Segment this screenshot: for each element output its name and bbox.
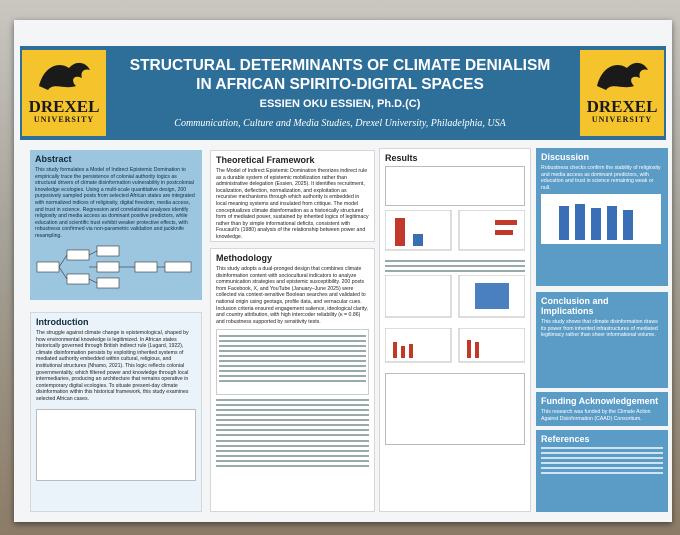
logo-left: DREXEL UNIVERSITY bbox=[22, 50, 106, 136]
section-text: This study formulates a Model of Indirec… bbox=[35, 167, 195, 239]
results-charts bbox=[384, 209, 526, 251]
country-table bbox=[216, 329, 369, 396]
abstract-panel: Abstract This study formulates a Model o… bbox=[30, 150, 202, 300]
map-figure bbox=[36, 408, 196, 481]
section-heading: Conclusion and Implications bbox=[541, 296, 609, 316]
model-diagram bbox=[36, 245, 192, 288]
regression-table bbox=[385, 373, 525, 445]
section-heading: References bbox=[541, 434, 590, 444]
discussion-chart bbox=[541, 194, 661, 245]
logo-right: DREXEL UNIVERSITY bbox=[580, 50, 664, 136]
logo-sub: UNIVERSITY bbox=[33, 115, 95, 124]
theory-panel: Theoretical Framework The Model of Indir… bbox=[210, 150, 375, 242]
cds-interpretation bbox=[216, 440, 369, 468]
section-heading: Discussion bbox=[541, 152, 590, 162]
section-text: The struggle against climate change is e… bbox=[36, 330, 189, 402]
logo-name: DREXEL bbox=[586, 97, 658, 116]
references-panel: References bbox=[536, 430, 668, 512]
section-heading: Theoretical Framework bbox=[216, 155, 315, 165]
scatter-figures bbox=[384, 274, 526, 318]
affiliation: Communication, Culture and Media Studies… bbox=[174, 118, 506, 129]
cds-description bbox=[216, 399, 369, 437]
methodology-panel: Methodology This study adopts a dual-pro… bbox=[210, 248, 375, 512]
results-panel: Results bbox=[379, 148, 531, 512]
section-heading: Methodology bbox=[216, 253, 272, 263]
bar-figures bbox=[384, 327, 526, 363]
logo-sub: UNIVERSITY bbox=[591, 115, 653, 124]
section-text: This study adopts a dual-pronged design … bbox=[216, 266, 368, 325]
author: ESSIEN OKU ESSIEN, Ph.D.(C) bbox=[259, 98, 421, 110]
results-tables bbox=[385, 166, 525, 206]
section-heading: Introduction bbox=[36, 317, 89, 327]
discussion-panel: Discussion Robustness checks confirm the… bbox=[536, 148, 668, 286]
section-heading: Abstract bbox=[35, 154, 72, 164]
section-text: This research was funded by the Climate … bbox=[541, 409, 651, 422]
introduction-panel: Introduction The struggle against climat… bbox=[30, 312, 202, 512]
section-heading: Funding Acknowledgement bbox=[541, 396, 659, 406]
poster-title: STRUCTURAL DETERMINANTS OF CLIMATE DENIA… bbox=[129, 57, 551, 93]
dragon-icon bbox=[39, 62, 90, 90]
logo-name: DREXEL bbox=[28, 97, 100, 116]
section-heading: Results bbox=[385, 153, 418, 163]
dragon-icon bbox=[597, 62, 648, 90]
references-list bbox=[541, 447, 663, 474]
conclusion-panel: Conclusion and Implications This study s… bbox=[536, 292, 668, 388]
section-text: Robustness checks confirm the stability … bbox=[541, 165, 661, 191]
results-text bbox=[385, 260, 525, 272]
header-band bbox=[20, 46, 666, 140]
section-text: The Model of Indirect Epistemic Dominati… bbox=[216, 168, 369, 240]
funding-panel: Funding Acknowledgement This research wa… bbox=[536, 392, 668, 426]
section-text: This study shows that climate disinforma… bbox=[541, 319, 658, 339]
